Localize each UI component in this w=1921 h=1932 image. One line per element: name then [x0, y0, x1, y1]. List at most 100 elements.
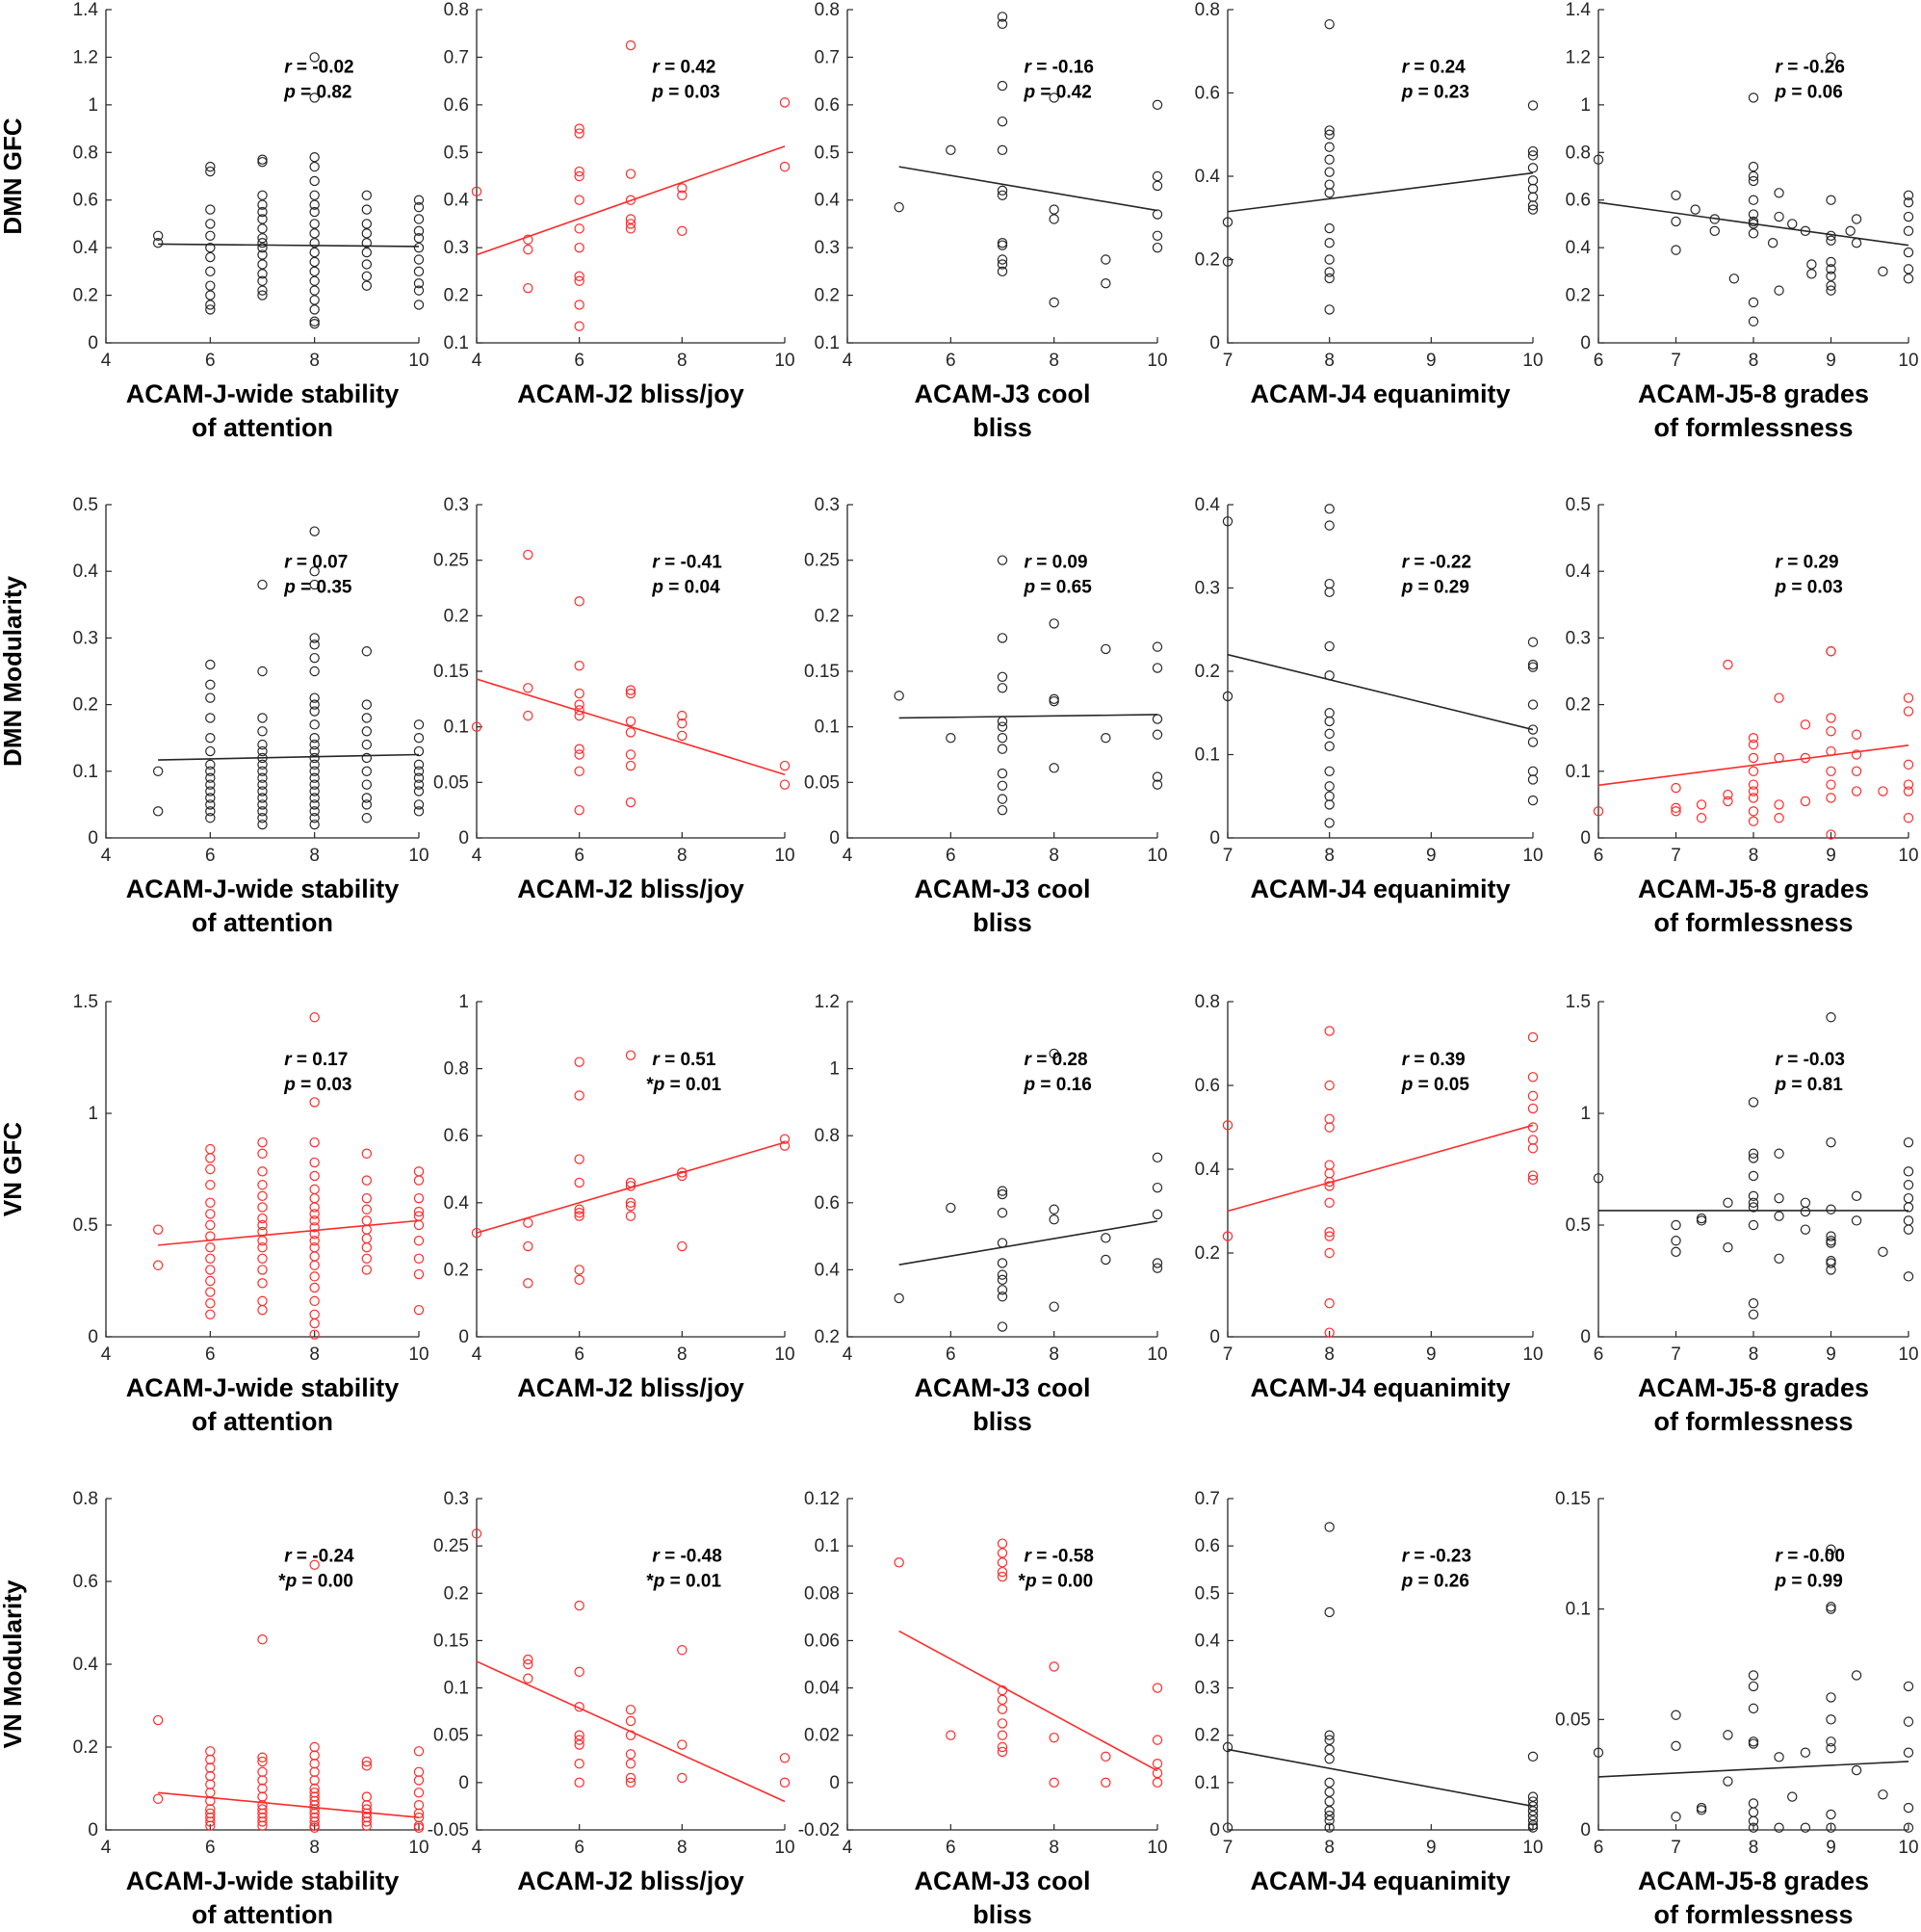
- x-tick-label: 7: [1223, 1345, 1233, 1365]
- data-point: [1903, 211, 1914, 222]
- x-tick-label: 6: [205, 1838, 216, 1858]
- data-point: [309, 699, 320, 710]
- data-point: [1826, 1692, 1836, 1703]
- data-point: [997, 1718, 1008, 1729]
- y-tick-label: 0: [1580, 1327, 1591, 1347]
- y-tick-label: 0.2: [73, 1737, 98, 1758]
- stat-p: p = 0.81: [1775, 1075, 1844, 1095]
- y-tick-label: 0.8: [73, 1489, 98, 1509]
- panel-vn-gfc-j3: 0.2 0.4 0.6 0.8 1 1.2 4 6 8 10 r = 0.28 p = 0.16 ACA…: [815, 992, 1168, 1436]
- regression-line: [898, 714, 1158, 719]
- data-point: [361, 646, 373, 657]
- data-point: [997, 1188, 1008, 1200]
- stat-r-value: = 0.39: [1409, 1050, 1466, 1070]
- x-tick-label: 9: [1826, 846, 1836, 866]
- axes-frame: [476, 10, 785, 344]
- data-point: [1527, 1819, 1539, 1831]
- data-point: [1774, 1192, 1784, 1204]
- data-point: [361, 1756, 373, 1767]
- data-point: [257, 766, 268, 777]
- regression-line: [1227, 653, 1534, 731]
- data-point: [205, 266, 216, 277]
- data-point: [1800, 1747, 1811, 1758]
- data-point: [1696, 1213, 1707, 1224]
- data-point: [779, 161, 791, 172]
- data-point: [1049, 297, 1059, 308]
- data-point: [205, 766, 216, 777]
- y-tick-label: 0.5: [73, 495, 98, 515]
- x-axis-label: of formlessness: [1653, 1407, 1853, 1436]
- data-point: [361, 280, 373, 291]
- data-point: [1903, 1192, 1914, 1204]
- data-point: [997, 1538, 1008, 1549]
- data-point: [413, 242, 425, 253]
- y-tick-label: 0.6: [815, 95, 840, 116]
- x-axis-label: ACAM-J3 cool: [914, 875, 1090, 903]
- data-point: [1748, 1681, 1759, 1692]
- data-point: [1222, 1741, 1233, 1753]
- data-point: [205, 1219, 216, 1231]
- data-point: [152, 1793, 164, 1804]
- data-point: [997, 266, 1008, 277]
- x-tick-label: 10: [1522, 351, 1543, 371]
- x-tick-label: 7: [1671, 1345, 1681, 1365]
- y-tick-label: 0.3: [73, 628, 98, 648]
- y-tick-label: 0.15: [433, 662, 469, 682]
- data-point: [625, 749, 636, 760]
- data-point: [257, 1791, 268, 1802]
- data-point: [1748, 1297, 1759, 1309]
- stat-r-value: = -0.23: [1409, 1546, 1471, 1566]
- data-point: [413, 1268, 425, 1280]
- data-point: [257, 799, 268, 810]
- x-tick-label: 4: [472, 846, 482, 866]
- data-point: [946, 144, 956, 156]
- axes-frame: [1227, 505, 1533, 839]
- data-point: [413, 1746, 425, 1757]
- data-point: [309, 706, 320, 717]
- data-point: [1527, 1791, 1539, 1802]
- data-point: [894, 1557, 904, 1568]
- data-point: [1527, 145, 1539, 157]
- data-point: [205, 1754, 216, 1765]
- y-tick-label: 0.4: [73, 561, 99, 582]
- data-point: [1748, 170, 1759, 182]
- data-point: [205, 1153, 216, 1163]
- data-point: [413, 225, 425, 237]
- axes-frame: [1597, 1499, 1908, 1831]
- data-point: [361, 1148, 373, 1159]
- data-point: [997, 1566, 1008, 1578]
- panel-dmn-gfc-j2: 0.1 0.2 0.3 0.4 0.5 0.6 0.7 0.8 4 6 8 10 r = 0.42 p =…: [444, 0, 795, 408]
- data-point: [361, 739, 373, 750]
- data-point: [1049, 1301, 1059, 1312]
- data-point: [1324, 578, 1335, 589]
- regression-line: [476, 1141, 786, 1234]
- x-axis-label: bliss: [973, 908, 1032, 937]
- data-point: [1324, 254, 1335, 265]
- y-tick-label: 0.3: [444, 238, 469, 258]
- data-point: [309, 237, 320, 248]
- data-point: [779, 1777, 791, 1788]
- data-point: [997, 144, 1008, 156]
- data-point: [574, 1274, 584, 1286]
- data-point: [309, 190, 320, 200]
- data-point: [309, 304, 320, 315]
- data-point: [1709, 225, 1720, 237]
- data-point: [1527, 795, 1539, 806]
- panel-dmn-gfc-j3: 0.1 0.2 0.3 0.4 0.5 0.6 0.7 0.8 4 6 8 10 r = -0.16 p …: [815, 0, 1168, 442]
- data-point: [997, 768, 1008, 779]
- data-point: [413, 1192, 425, 1204]
- stat-p: *p = 0.00: [1019, 1571, 1094, 1591]
- x-tick-label: 6: [574, 351, 584, 371]
- data-point: [1527, 774, 1539, 785]
- data-point: [1049, 618, 1059, 629]
- data-point: [257, 813, 268, 823]
- data-point: [257, 199, 268, 210]
- x-axis-label: ACAM-J2 bliss/joy: [517, 1867, 744, 1895]
- data-point: [1748, 209, 1759, 220]
- data-point: [1222, 1120, 1233, 1131]
- data-point: [205, 1779, 216, 1789]
- data-point: [1324, 273, 1335, 284]
- x-axis-label: ACAM-J5-8 grades: [1638, 1867, 1869, 1895]
- x-tick-label: 6: [205, 846, 216, 866]
- data-point: [1101, 254, 1111, 265]
